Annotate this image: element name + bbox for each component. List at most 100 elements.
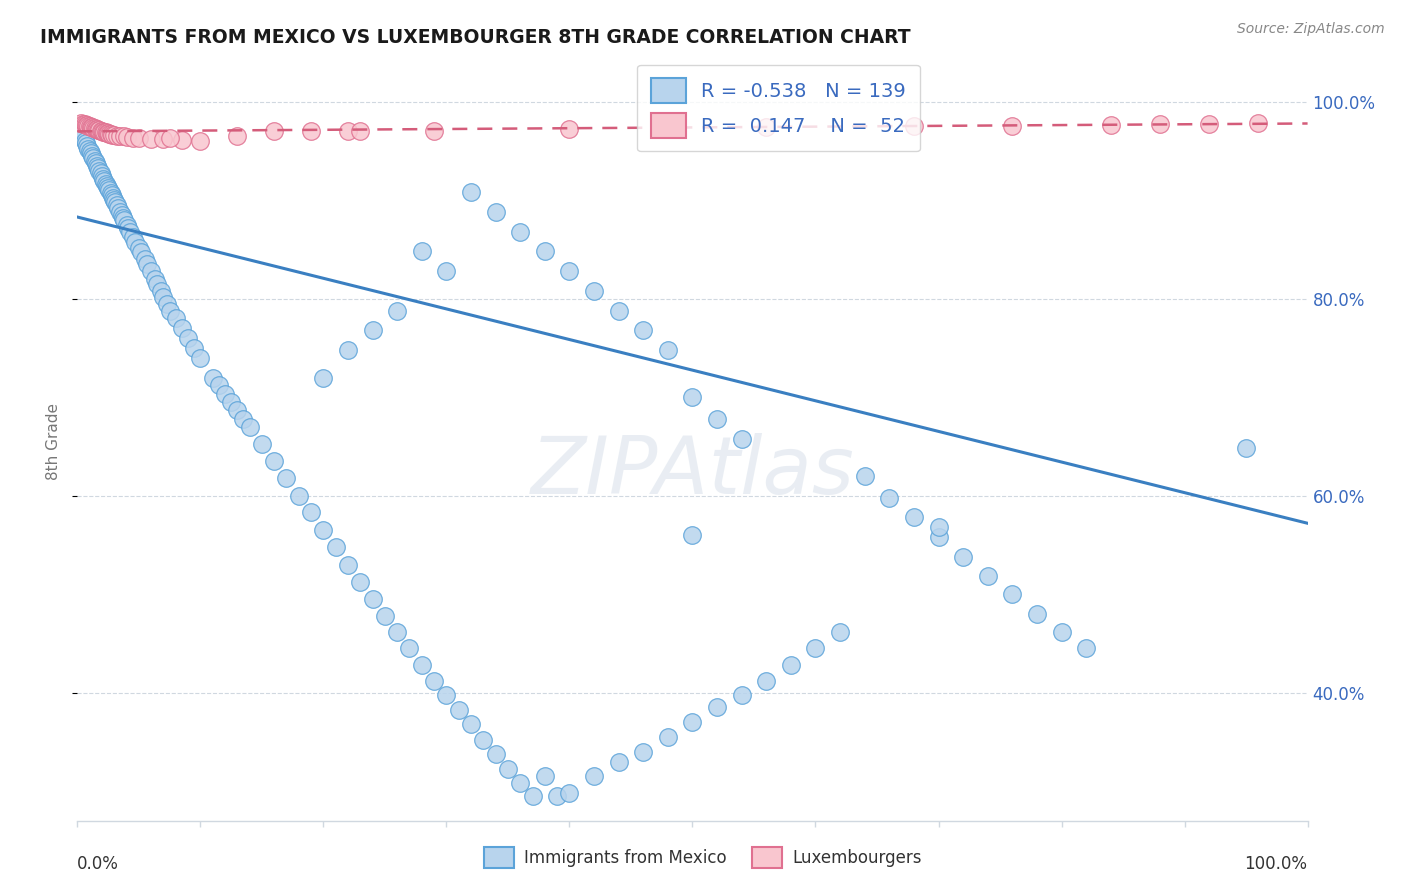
Point	[276, 471, 298, 485]
Point	[460, 186, 482, 200]
Text: ZIPAtlas: ZIPAtlas	[530, 433, 855, 511]
Point	[76, 139, 98, 153]
Point	[90, 124, 114, 138]
Point	[103, 194, 125, 208]
Point	[485, 205, 508, 219]
Point	[94, 125, 117, 139]
Point	[755, 673, 778, 688]
Point	[104, 195, 127, 210]
Point	[607, 303, 630, 318]
Point	[263, 124, 285, 138]
Point	[509, 776, 531, 790]
Text: Source: ZipAtlas.com: Source: ZipAtlas.com	[1237, 22, 1385, 37]
Point	[129, 245, 153, 260]
Point	[188, 351, 212, 365]
Point	[121, 131, 143, 145]
Point	[288, 489, 311, 503]
Point	[1076, 641, 1098, 656]
Point	[1050, 624, 1073, 639]
Point	[299, 124, 322, 138]
Point	[436, 688, 458, 702]
Point	[183, 341, 205, 355]
Point	[143, 272, 166, 286]
Point	[111, 211, 134, 225]
Text: 0.0%: 0.0%	[77, 855, 120, 873]
Point	[232, 412, 254, 426]
Point	[374, 608, 396, 623]
Point	[460, 717, 482, 731]
Point	[159, 131, 181, 145]
Point	[89, 163, 111, 178]
Point	[509, 225, 531, 239]
Point	[152, 132, 174, 146]
Point	[101, 191, 124, 205]
Point	[146, 277, 169, 291]
Point	[73, 134, 96, 148]
Point	[830, 624, 852, 639]
Point	[75, 136, 97, 151]
Point	[312, 523, 335, 537]
Point	[93, 125, 115, 139]
Point	[657, 343, 679, 357]
Point	[534, 244, 557, 259]
Point	[159, 303, 181, 318]
Point	[398, 641, 420, 656]
Point	[97, 126, 120, 140]
Point	[657, 730, 679, 744]
Point	[91, 171, 114, 186]
Point	[83, 121, 105, 136]
Point	[349, 575, 371, 590]
Point	[128, 241, 150, 255]
Point	[263, 454, 285, 468]
Point	[82, 120, 104, 135]
Point	[250, 437, 273, 451]
Point	[583, 284, 606, 298]
Point	[903, 120, 925, 134]
Point	[558, 122, 581, 136]
Point	[299, 505, 322, 519]
Point	[411, 658, 433, 673]
Point	[731, 688, 754, 702]
Point	[546, 789, 568, 803]
Point	[96, 126, 118, 140]
Point	[423, 124, 446, 138]
Point	[706, 412, 728, 426]
Point	[385, 303, 409, 318]
Point	[121, 229, 143, 244]
Point	[101, 188, 124, 202]
Point	[82, 121, 104, 136]
Point	[928, 530, 950, 544]
Point	[337, 558, 360, 572]
Point	[72, 129, 94, 144]
Point	[82, 151, 104, 165]
Point	[124, 235, 146, 249]
Point	[731, 432, 754, 446]
Point	[98, 184, 121, 198]
Point	[170, 133, 193, 147]
Point	[110, 129, 132, 144]
Point	[152, 290, 174, 304]
Point	[80, 146, 103, 161]
Point	[100, 128, 122, 142]
Point	[607, 755, 630, 769]
Point	[112, 129, 135, 144]
Point	[472, 732, 495, 747]
Point	[952, 549, 974, 564]
Y-axis label: 8th Grade: 8th Grade	[45, 403, 60, 480]
Point	[780, 658, 803, 673]
Point	[100, 186, 122, 201]
Point	[112, 213, 135, 227]
Point	[72, 118, 94, 132]
Point	[89, 123, 111, 137]
Point	[385, 624, 409, 639]
Point	[682, 390, 704, 404]
Point	[77, 120, 100, 134]
Point	[1026, 607, 1049, 621]
Point	[141, 264, 163, 278]
Point	[755, 120, 778, 135]
Point	[83, 153, 105, 168]
Point	[219, 395, 242, 409]
Point	[115, 130, 138, 145]
Legend: Immigrants from Mexico, Luxembourgers: Immigrants from Mexico, Luxembourgers	[478, 840, 928, 875]
Point	[87, 161, 110, 175]
